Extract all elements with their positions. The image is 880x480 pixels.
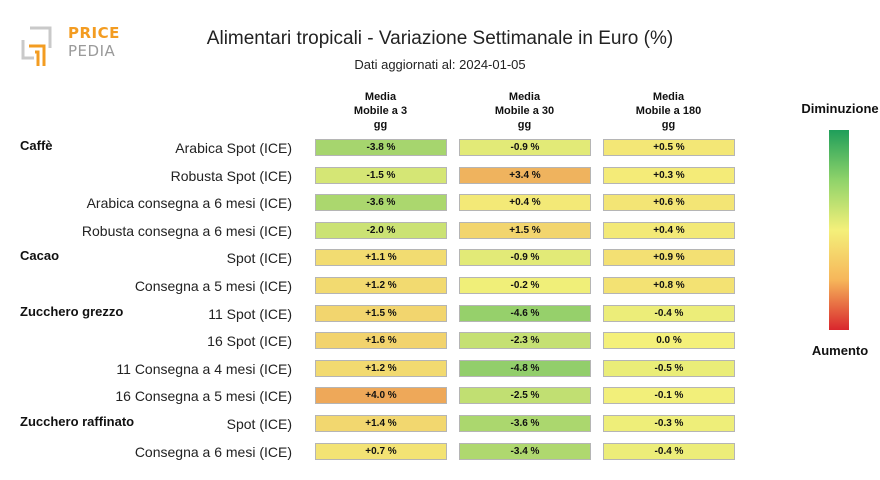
row-label: 11 Spot (ICE) — [208, 305, 292, 322]
group-label: Zucchero grezzo — [20, 303, 124, 319]
chart-title: Alimentari tropicali - Variazione Settim… — [206, 28, 674, 49]
row-label: Consegna a 5 mesi (ICE) — [134, 278, 292, 294]
heatmap-cell: +1.4 % — [315, 415, 447, 432]
heatmap-cell: -0.4 % — [603, 304, 735, 322]
heatmap-cell: +0.8 % — [603, 277, 735, 294]
heatmap-cell: -0.2 % — [459, 277, 591, 294]
heatmap-cell: -0.1 % — [603, 387, 735, 405]
heatmap-cell: -0.5 % — [603, 359, 735, 377]
heatmap-cell: +0.6 % — [603, 194, 735, 212]
heatmap-cell: +0.4 % — [459, 194, 591, 212]
heatmap-cell: -2.3 % — [459, 332, 591, 350]
row-label: Arabica consegna a 6 mesi (ICE) — [86, 195, 292, 212]
row-label: 16 Consegna a 5 mesi (ICE) — [115, 388, 292, 405]
heatmap-cell: +4.0 % — [315, 387, 447, 405]
heatmap-cell: +0.5 % — [603, 139, 735, 156]
heatmap-cell: +0.7 % — [315, 442, 447, 460]
chart-subtitle: Dati aggiornati al: 2024-01-05 — [354, 57, 526, 72]
heatmap-cell: -4.8 % — [459, 359, 591, 377]
row-label: Spot (ICE) — [226, 416, 292, 432]
column-header: Media Mobile a 180 gg — [635, 91, 702, 131]
legend-bottom-label: Aumento — [811, 343, 869, 358]
heatmap-cell: -1.5 % — [315, 166, 447, 184]
heatmap-cell: -0.9 % — [459, 249, 591, 267]
heatmap-cell: -3.8 % — [315, 139, 447, 156]
column-header: Media Mobile a 3 gg — [353, 91, 408, 131]
row-label: Consegna a 6 mesi (ICE) — [134, 443, 292, 460]
heatmap-cell: -3.6 % — [459, 415, 591, 432]
group-label: Zucchero raffinato — [20, 414, 135, 429]
row-label: 11 Consegna a 4 mesi (ICE) — [116, 360, 292, 377]
row-label: Robusta Spot (ICE) — [170, 167, 292, 184]
logo-text-pedia: PEDIA — [68, 42, 116, 60]
row-label: Spot (ICE) — [226, 250, 292, 267]
heatmap-cell: 0.0 % — [603, 332, 735, 350]
row-label: Robusta consegna a 6 mesi (ICE) — [81, 222, 292, 239]
heatmap-cell: +0.3 % — [603, 166, 735, 184]
logo-text-price: PRICE — [68, 24, 120, 42]
row-label: 16 Spot (ICE) — [207, 333, 292, 350]
legend-top-label: Diminuzione — [801, 101, 879, 116]
heatmap-cell: -2.0 % — [315, 221, 447, 239]
heatmap-cell: +1.2 % — [315, 359, 447, 377]
heatmap-cell: +0.4 % — [603, 221, 735, 239]
logo-mark-icon — [21, 26, 52, 66]
heatmap-cell: +1.6 % — [315, 332, 447, 350]
heatmap-cell: +1.5 % — [459, 221, 591, 239]
heatmap-cell: -0.9 % — [459, 139, 591, 156]
heatmap-cell: -2.5 % — [459, 387, 591, 405]
heatmap-cell: +1.5 % — [315, 304, 447, 322]
legend-color-scale — [829, 130, 849, 330]
heatmap-cell: -3.6 % — [315, 194, 447, 212]
heatmap-cell: -3.4 % — [459, 442, 591, 460]
heatmap-cell: +3.4 % — [459, 166, 591, 184]
heatmap-cell: -0.4 % — [603, 442, 735, 460]
row-label: Arabica Spot (ICE) — [175, 140, 292, 156]
pricepedia-logo: PRICE PEDIA — [20, 22, 130, 74]
group-label: Cacao — [20, 248, 60, 264]
heatmap-cell: +1.2 % — [315, 277, 447, 294]
heatmap-cell: -4.6 % — [459, 304, 591, 322]
heatmap-cell: -0.3 % — [603, 415, 735, 432]
heatmap-cell: +0.9 % — [603, 249, 735, 267]
heatmap-cell: +1.1 % — [315, 249, 447, 267]
column-header: Media Mobile a 30 gg — [494, 91, 555, 131]
group-label: Caffè — [20, 138, 53, 153]
